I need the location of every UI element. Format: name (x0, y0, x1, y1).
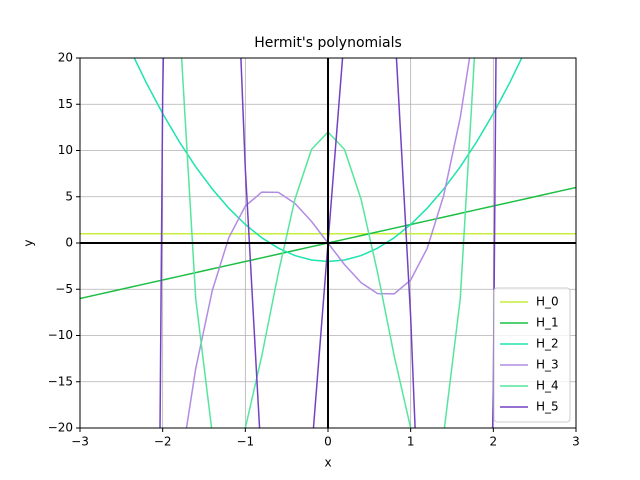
x-tick-label: 0 (324, 435, 332, 449)
y-axis-label: y (22, 239, 36, 246)
y-tick-label: 10 (58, 143, 73, 157)
y-tick-label: −10 (48, 328, 73, 342)
legend: H_0 H_1 H_2 H_3 H_4 H_5 (493, 287, 571, 423)
y-tick-label: −5 (55, 282, 73, 296)
legend-label: H_4 (536, 379, 559, 393)
x-tick-label: −3 (71, 435, 89, 449)
x-tick-label: 3 (572, 435, 580, 449)
y-tick-label: 15 (58, 97, 73, 111)
legend-label: H_0 (536, 295, 559, 309)
y-tick-label: 0 (65, 236, 73, 250)
legend-label: H_2 (536, 337, 559, 351)
legend-label: H_5 (536, 400, 559, 414)
x-tick-label: −2 (154, 435, 172, 449)
y-tick-label: 5 (65, 189, 73, 203)
legend-label: H_3 (536, 358, 559, 372)
x-tick-label: 1 (407, 435, 415, 449)
x-axis-label: x (324, 456, 331, 470)
chart-title: Hermit's polynomials (254, 35, 402, 51)
legend-box (493, 287, 571, 423)
y-tick-label: −15 (48, 374, 73, 388)
legend-label: H_1 (536, 316, 559, 330)
y-tick-label: 20 (58, 51, 73, 65)
y-tick-label: −20 (48, 421, 73, 435)
plot-area (80, 58, 576, 428)
x-tick-label: 2 (490, 435, 498, 449)
x-tick-label: −1 (236, 435, 254, 449)
